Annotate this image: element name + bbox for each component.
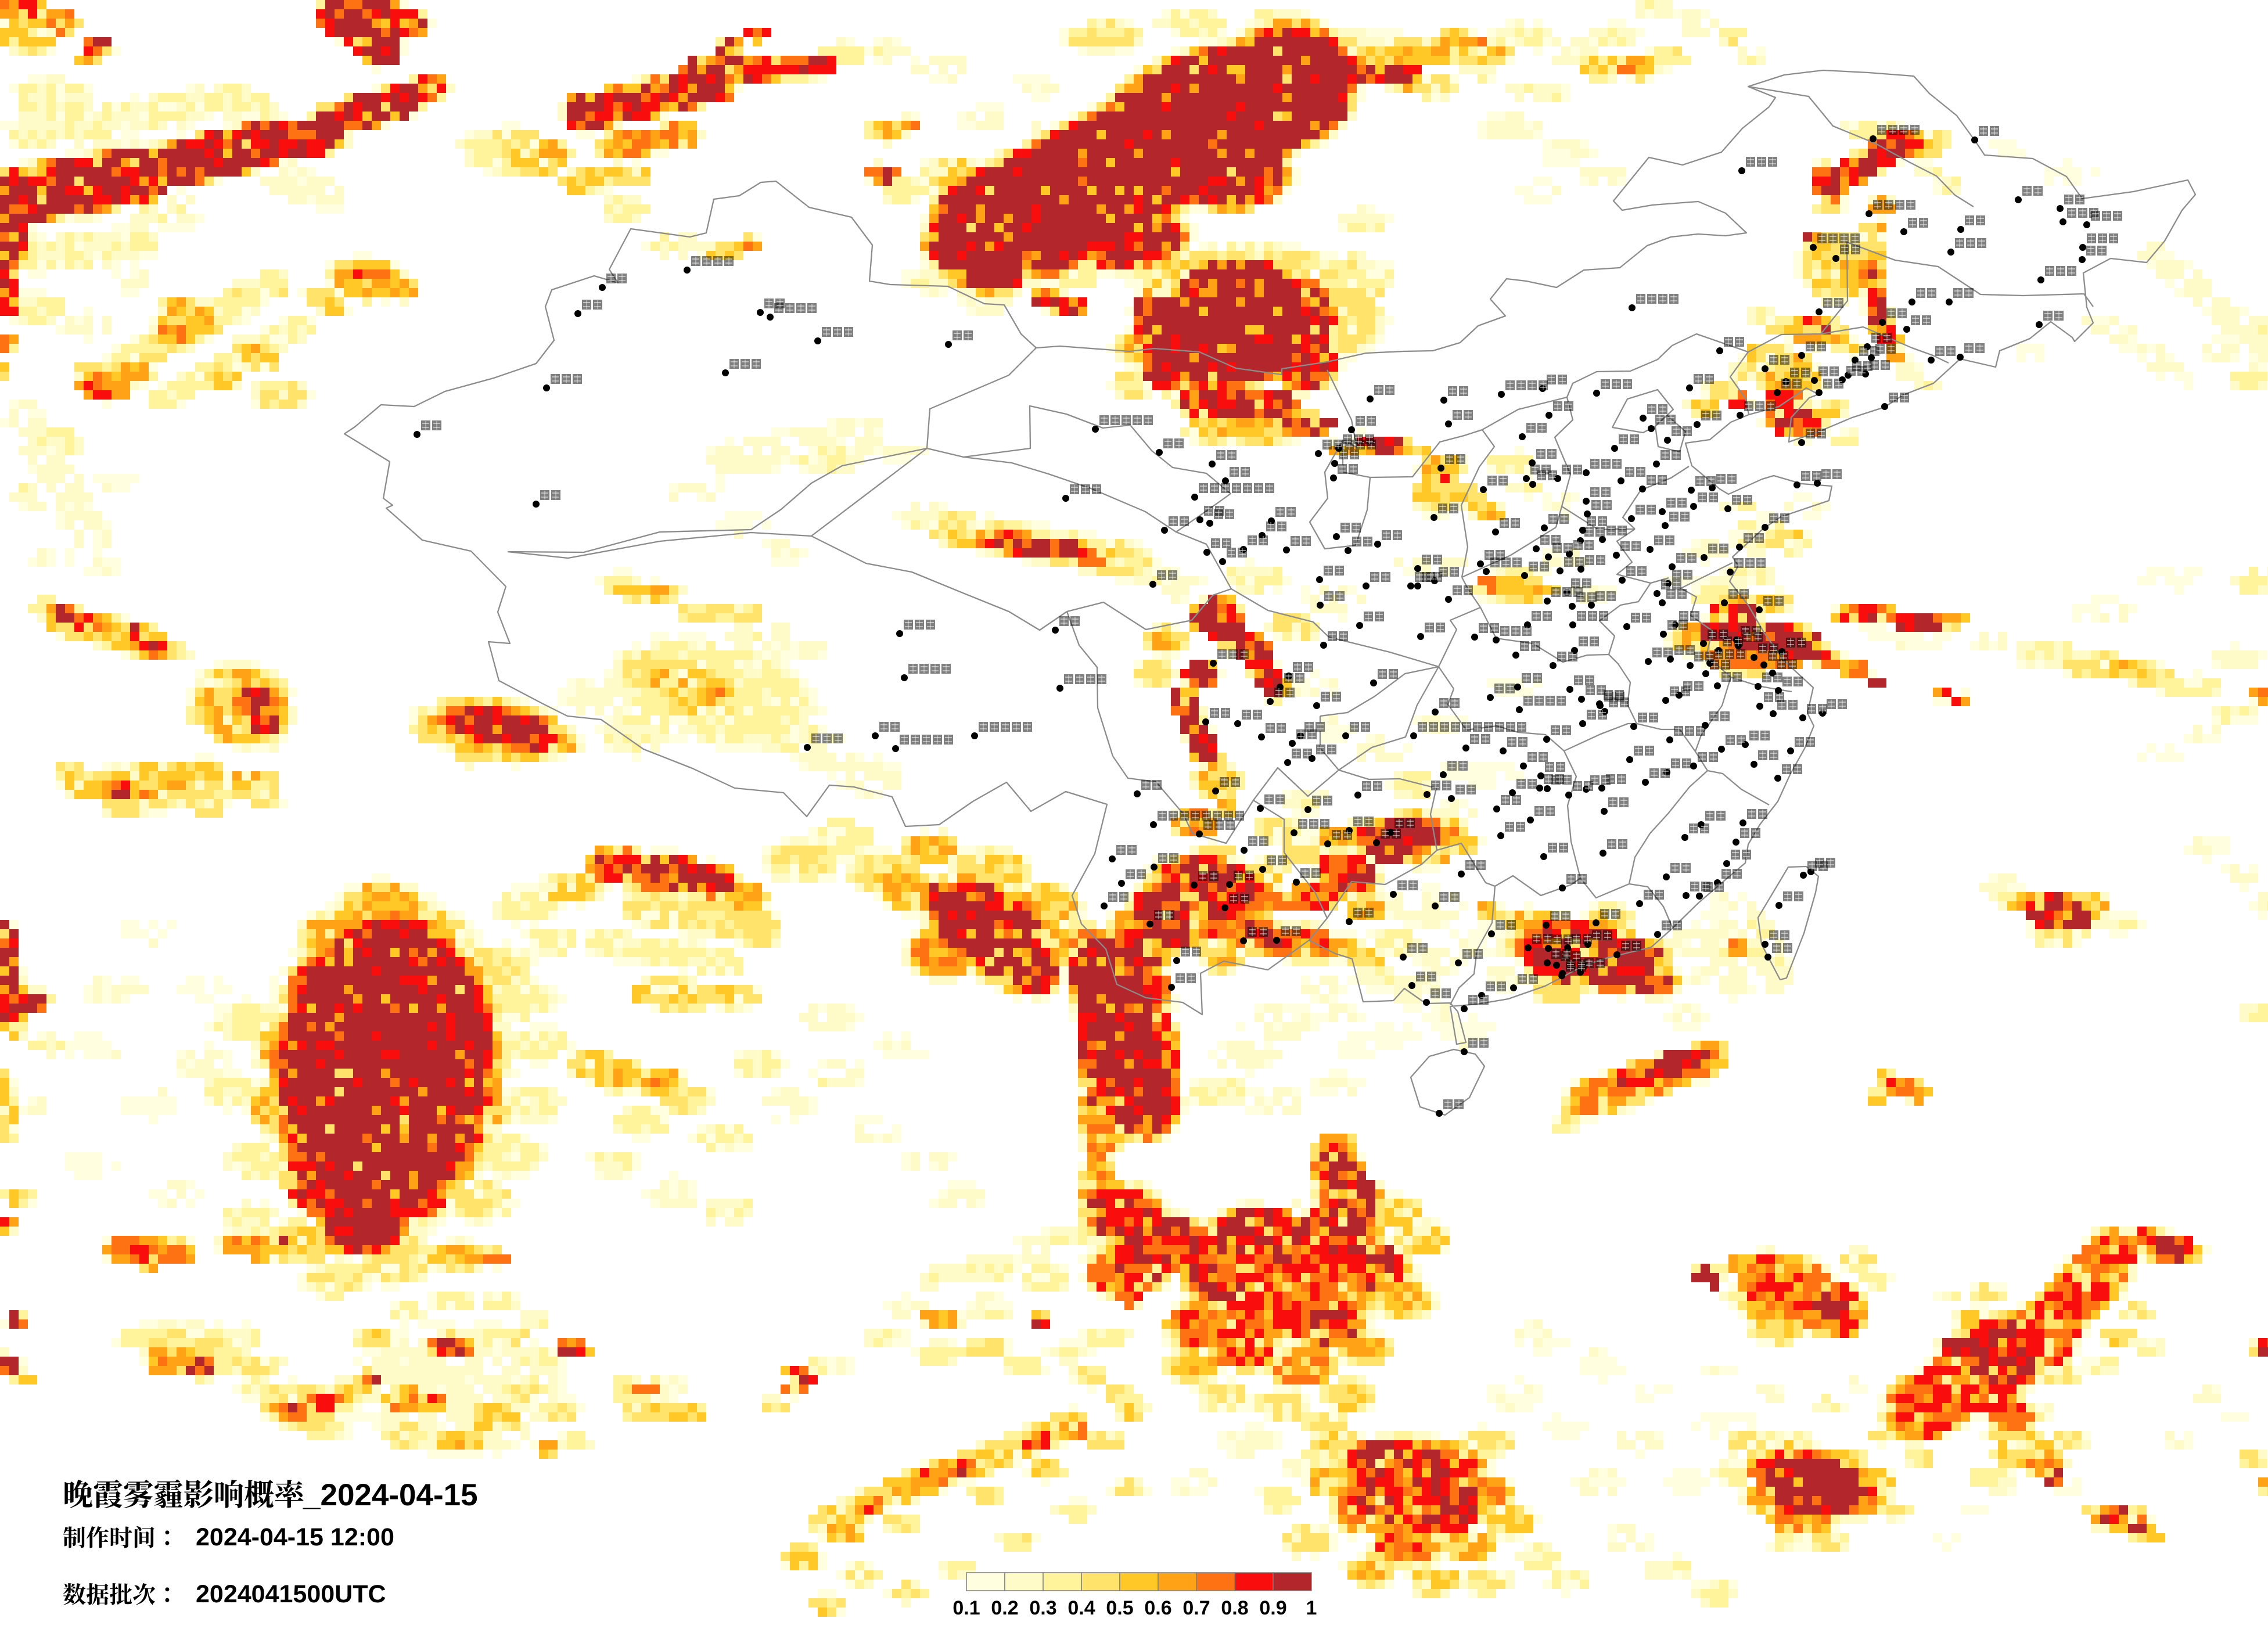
svg-text:2024041500UTC: 2024041500UTC <box>196 1580 386 1608</box>
svg-text:0.6: 0.6 <box>1144 1597 1171 1619</box>
svg-text:0.9: 0.9 <box>1259 1597 1286 1619</box>
svg-text:_2024-04-15: _2024-04-15 <box>303 1478 478 1512</box>
svg-text:0.2: 0.2 <box>991 1597 1018 1619</box>
svg-text:0.3: 0.3 <box>1029 1597 1056 1619</box>
svg-text:0.7: 0.7 <box>1182 1597 1210 1619</box>
svg-text:0.5: 0.5 <box>1106 1597 1133 1619</box>
svg-text:0.1: 0.1 <box>953 1597 980 1619</box>
svg-text:1: 1 <box>1306 1597 1317 1619</box>
svg-text:2024-04-15 12:00: 2024-04-15 12:00 <box>196 1523 394 1551</box>
svg-text:0.8: 0.8 <box>1221 1597 1248 1619</box>
svg-text:0.4: 0.4 <box>1067 1597 1095 1619</box>
